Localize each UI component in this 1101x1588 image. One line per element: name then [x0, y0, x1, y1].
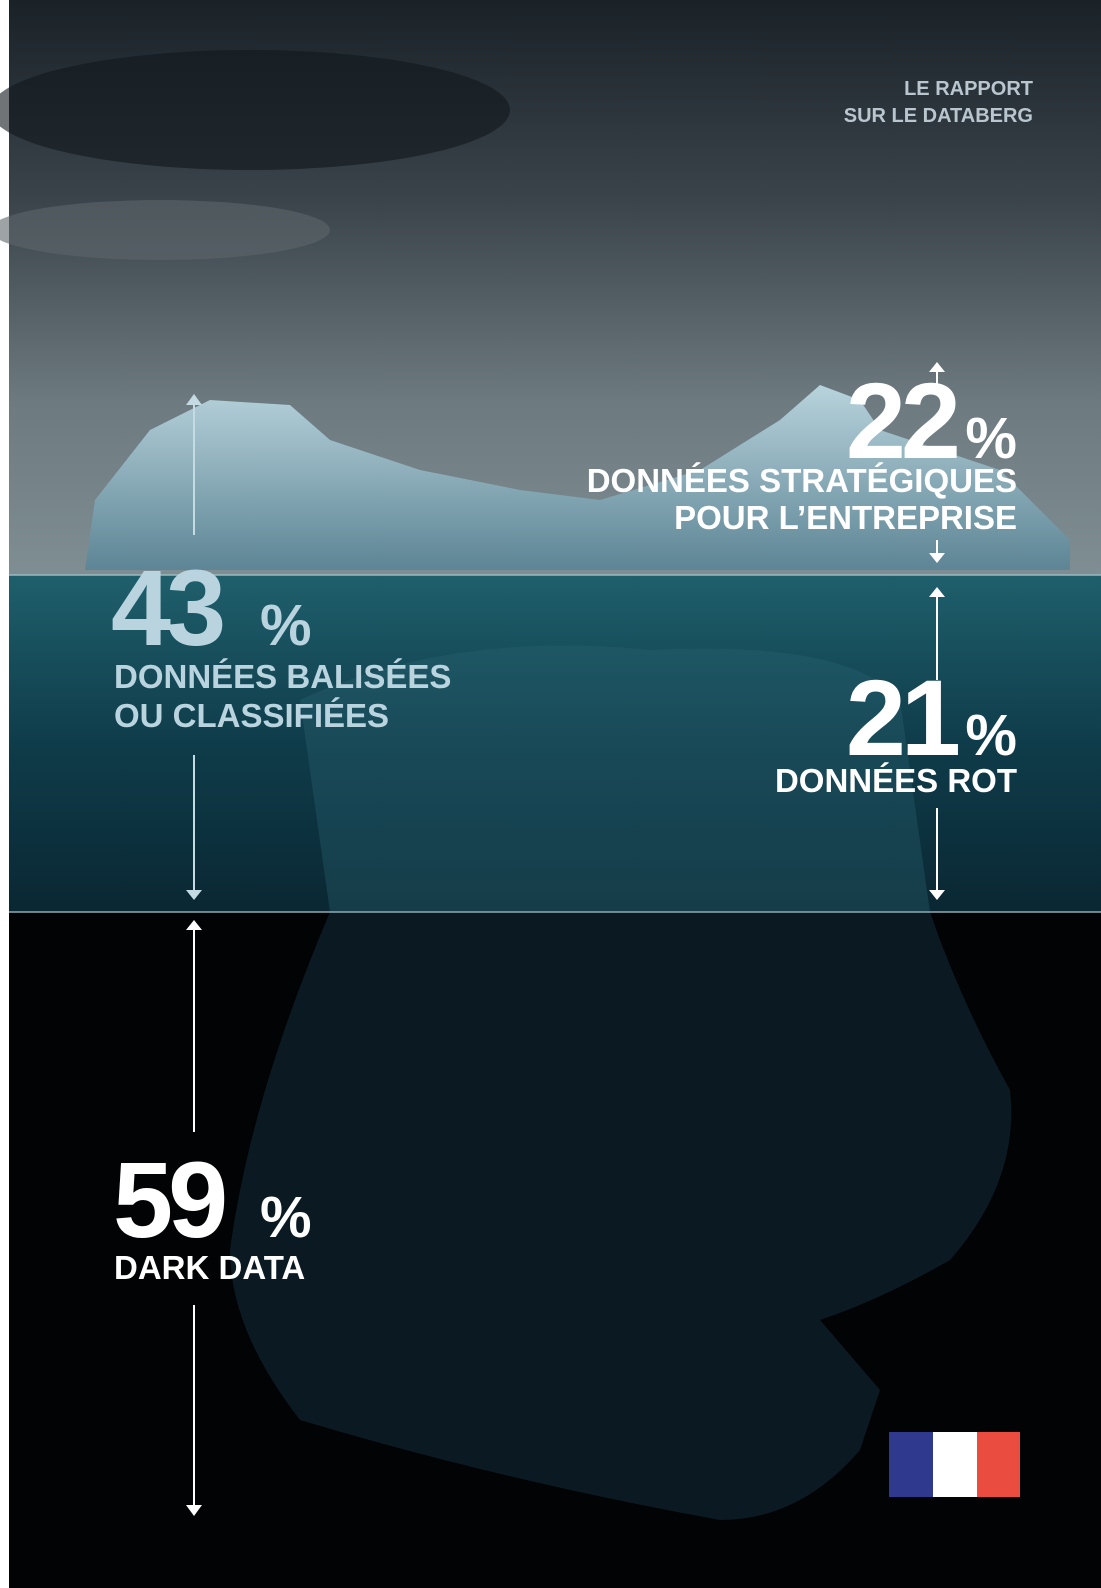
- cloud: [0, 50, 510, 170]
- stat-label: DONNÉES ROT: [775, 762, 1017, 799]
- stat-unit: %: [965, 703, 1017, 768]
- header-line: LE RAPPORT: [904, 78, 1033, 100]
- header-line: SUR LE DATABERG: [844, 105, 1033, 127]
- infographic: LE RAPPORT SUR LE DATABERG 22 % DONNÉES …: [0, 0, 1101, 1588]
- flag-white: [933, 1432, 977, 1497]
- stat-label: OU CLASSIFIÉES: [114, 697, 389, 734]
- stat-unit: %: [260, 593, 312, 658]
- flag: [889, 1432, 1020, 1497]
- stat-label: POUR L’ENTREPRISE: [674, 499, 1017, 536]
- flag-red: [977, 1432, 1020, 1497]
- stat-label: DONNÉES BALISÉES: [114, 658, 451, 695]
- stat-label: DARK DATA: [114, 1249, 305, 1286]
- cloud: [0, 200, 330, 260]
- stat-label: DONNÉES STRATÉGIQUES: [587, 462, 1017, 499]
- stat-value: 21: [846, 657, 959, 778]
- stat-value: 43: [111, 547, 223, 668]
- stat-value: 59: [113, 1139, 225, 1260]
- stat-unit: %: [260, 1185, 312, 1250]
- flag-blue: [889, 1432, 933, 1497]
